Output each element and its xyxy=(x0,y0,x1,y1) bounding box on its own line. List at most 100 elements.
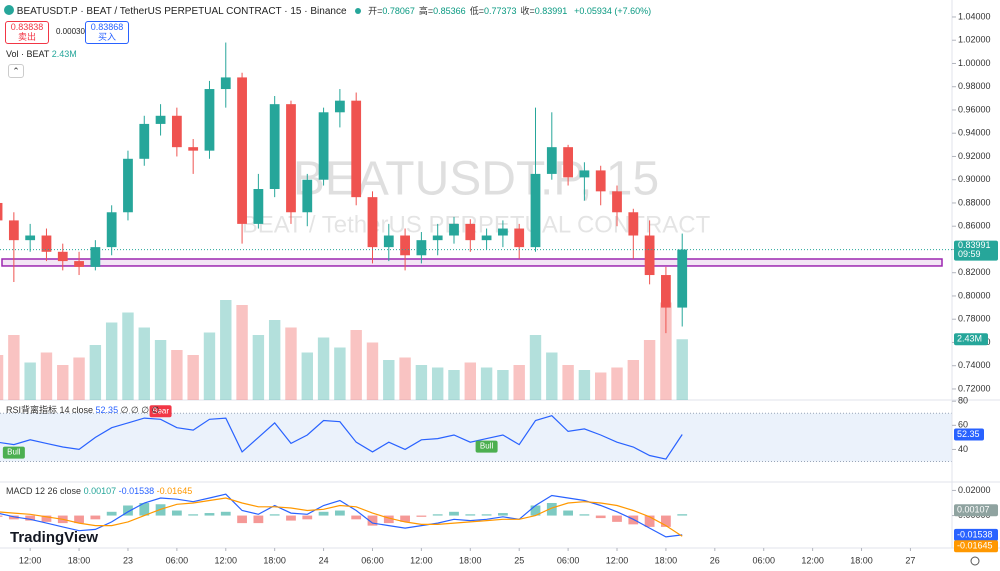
macd-histogram-bar xyxy=(563,510,573,516)
volume-bar xyxy=(529,335,542,400)
volume-bar xyxy=(89,345,102,400)
macd-histogram-bar xyxy=(269,514,280,516)
ohlc-value: 0.83991 xyxy=(534,6,568,16)
macd-histogram-bar xyxy=(286,515,296,521)
candle-body xyxy=(367,197,378,248)
candle-body xyxy=(644,235,655,276)
x-tick-label: 12:00 xyxy=(19,555,42,565)
rsi-signal-box xyxy=(149,405,172,418)
macd-legend: MACD 12 26 close 0.00107 -0.01538 -0.016… xyxy=(6,486,192,496)
y-tick-label: 0.98000 xyxy=(958,81,991,91)
x-tick-label: 06:00 xyxy=(166,555,189,565)
macd-histogram-bar xyxy=(530,505,541,516)
volume-last-label: 2.43M xyxy=(957,334,982,344)
candle-body xyxy=(416,240,427,256)
volume-bar xyxy=(154,340,167,400)
candle-body xyxy=(579,170,590,178)
volume-bar xyxy=(464,362,476,400)
settings-icon[interactable] xyxy=(970,556,980,566)
candle-body xyxy=(220,77,231,90)
macd-histogram-bar xyxy=(334,510,345,516)
volume-bar xyxy=(171,350,183,400)
macd-histogram-bar xyxy=(123,505,133,516)
volume-bar xyxy=(676,339,688,400)
volume-bar xyxy=(350,330,362,400)
rsi-signal-label: Bear xyxy=(152,406,169,415)
macd-histogram-bar xyxy=(204,513,215,516)
macd-histogram-bar xyxy=(644,515,655,527)
collapse-button[interactable]: ⌃ xyxy=(8,64,24,78)
buy-price: 0.83868 xyxy=(90,22,124,32)
macd-histogram-bar xyxy=(41,515,52,522)
x-tick-label: 06:00 xyxy=(557,555,580,565)
candle-body xyxy=(253,189,264,224)
macd-histogram-bar xyxy=(8,515,19,520)
volume-bar xyxy=(513,365,525,400)
y-tick-label: 0.92000 xyxy=(958,151,991,161)
candle-body xyxy=(612,191,622,213)
candle-body xyxy=(595,170,606,192)
x-tick-label: 27 xyxy=(905,555,915,565)
rsi-legend: RSI背离指标 14 close 52.35 ∅ ∅ ∅ ∅ xyxy=(6,403,159,416)
buy-label: 买入 xyxy=(97,32,116,42)
countdown: 09:59 xyxy=(958,249,981,259)
rsi-tick-label: 40 xyxy=(958,444,968,454)
macd-value: -0.01538 xyxy=(118,486,155,496)
volume-bar xyxy=(252,335,265,400)
x-tick-label: 12:00 xyxy=(410,555,433,565)
volume-bar xyxy=(660,302,672,400)
macd-histogram-bar xyxy=(481,514,492,516)
macd-histogram-bar xyxy=(367,515,378,526)
buy-button[interactable]: 0.83868 买入 xyxy=(85,21,129,44)
candle-body xyxy=(383,235,394,248)
macd-histogram-bar xyxy=(0,515,3,517)
volume-bar xyxy=(546,352,558,400)
volume-bar xyxy=(480,367,493,400)
macd-histogram-bar xyxy=(74,515,84,524)
volume-bar xyxy=(24,362,36,400)
ohlc-label: 高= xyxy=(418,6,434,16)
macd-histogram-bar xyxy=(661,515,671,527)
volume-bar xyxy=(220,300,232,400)
candle-body xyxy=(546,147,557,174)
macd-line xyxy=(0,493,683,538)
ohlc-label: 收= xyxy=(520,6,535,16)
volume-title-row: Vol · BEAT 2.43M xyxy=(6,49,77,59)
macd-histogram-bar xyxy=(579,514,590,516)
candle-body xyxy=(530,173,541,248)
volume-bar xyxy=(57,365,69,400)
y-tick-label: 1.04000 xyxy=(958,11,991,21)
y-tick-label: 0.82000 xyxy=(958,267,991,277)
x-tick-label: 25 xyxy=(514,555,524,565)
candle-body xyxy=(106,212,117,248)
candle-body xyxy=(449,223,459,236)
last-price-box xyxy=(954,240,998,261)
sell-button[interactable]: 0.83838 卖出 xyxy=(5,21,49,44)
volume-bar xyxy=(595,372,607,400)
candle-body xyxy=(123,158,133,213)
candle-body xyxy=(269,104,280,190)
candle-body xyxy=(400,235,410,256)
candle-body xyxy=(677,249,688,308)
ohlc: 开=0.78067 高=0.85366 低=0.77373 收=0.83991 xyxy=(368,6,571,16)
macd-value-box xyxy=(954,540,998,553)
volume-bar xyxy=(105,322,118,400)
macd-histogram-bar xyxy=(188,514,199,516)
candle-body xyxy=(481,235,492,241)
candle-body xyxy=(204,89,215,151)
x-tick-label: 26 xyxy=(710,555,720,565)
volume-bar xyxy=(285,327,297,400)
volume-label-box xyxy=(954,333,988,346)
rsi-tick-label: 60 xyxy=(958,420,968,430)
signal-value: -0.01645 xyxy=(156,486,193,496)
change: +0.05934 (+7.60%) xyxy=(574,6,652,16)
candle-body xyxy=(351,100,362,198)
rsi-signal-box xyxy=(475,440,498,453)
candle-body xyxy=(155,115,166,124)
macd-tick-label: 0.02000 xyxy=(958,485,991,495)
volume-bar xyxy=(187,355,199,400)
volume-bar xyxy=(203,332,216,400)
watermark-subtitle: BEAT / TetherUS PERPETUAL CONTRACT xyxy=(242,211,711,238)
candle-body xyxy=(90,247,101,267)
